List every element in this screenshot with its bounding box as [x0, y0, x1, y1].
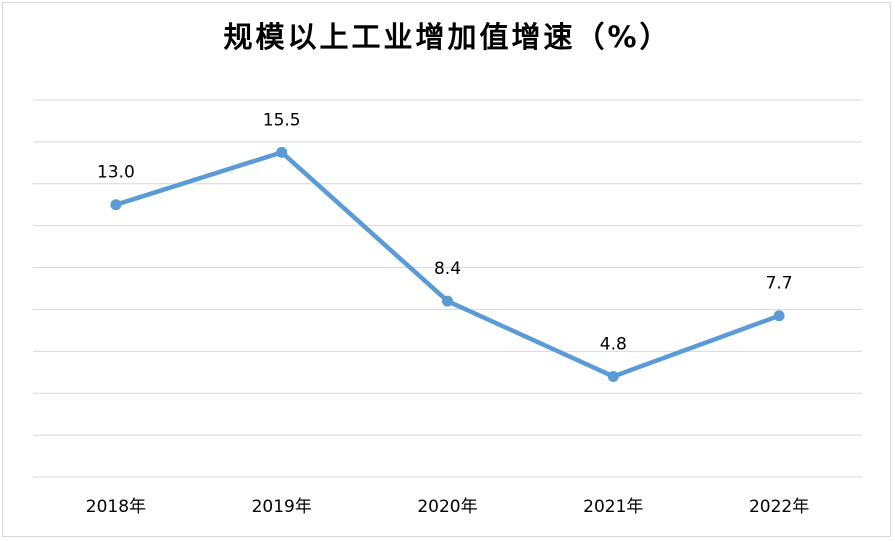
data-point: [276, 146, 288, 158]
data-point: [773, 310, 785, 322]
data-points: [110, 146, 785, 382]
data-point: [442, 295, 453, 307]
data-point: [607, 370, 619, 382]
data-label: 15.5: [263, 110, 301, 130]
data-label: 8.4: [434, 259, 461, 279]
x-tick-label: 2022年: [749, 497, 809, 517]
data-label: 13.0: [97, 163, 135, 183]
x-axis-tick-labels: 2018年 2019年 2020年 2021年 2022年: [86, 497, 809, 517]
chart-title: 规模以上工业增加值增速（%）: [223, 20, 672, 54]
x-tick-label: 2020年: [417, 497, 477, 517]
x-tick-label: 2021年: [583, 497, 643, 517]
data-label: 4.8: [600, 334, 627, 354]
data-label: 7.7: [766, 274, 793, 294]
x-tick-label: 2018年: [86, 497, 146, 517]
gridlines: [33, 99, 862, 478]
x-tick-label: 2019年: [252, 497, 312, 517]
data-labels: 13.0 15.5 8.4 4.8 7.7: [97, 110, 793, 354]
data-point: [110, 199, 122, 211]
